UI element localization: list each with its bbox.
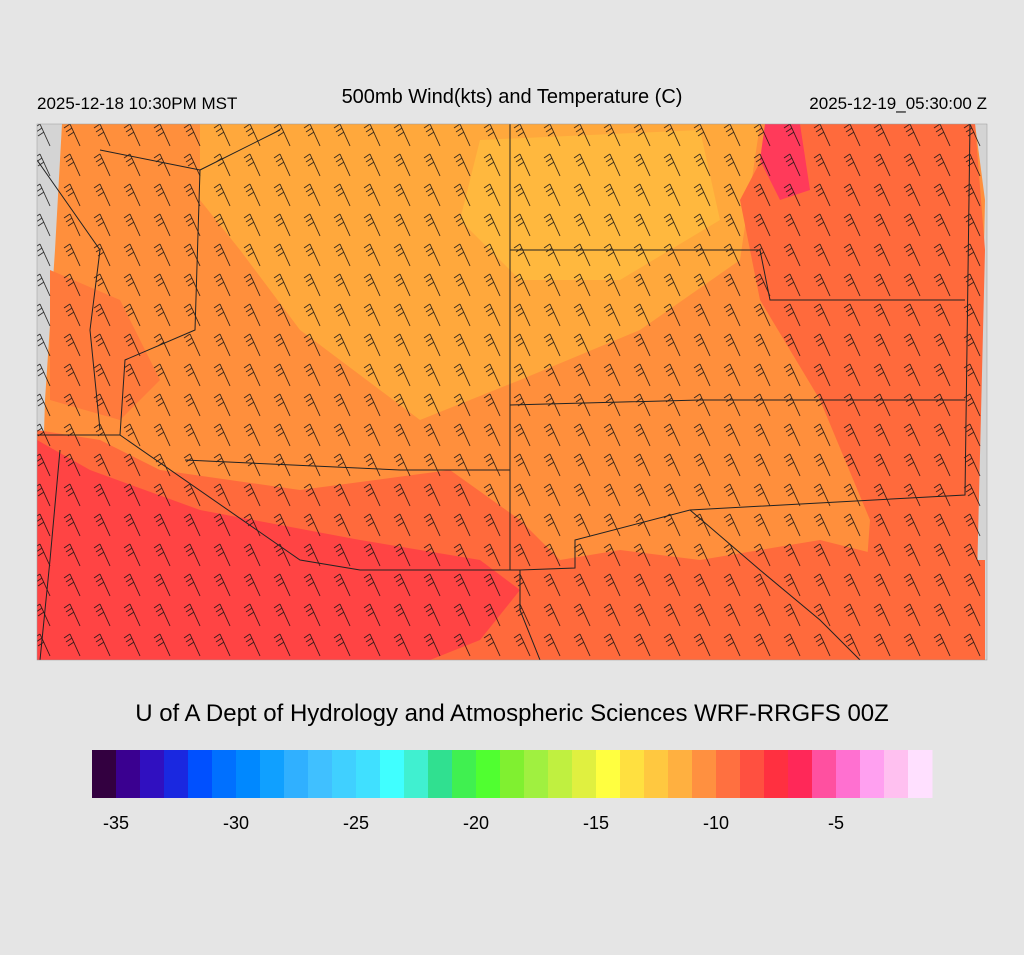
colorbar-box xyxy=(284,750,309,798)
colorbar-box xyxy=(524,750,549,798)
colorbar-box xyxy=(764,750,789,798)
map xyxy=(37,124,987,660)
colorbar-box xyxy=(116,750,141,798)
colorbar-box xyxy=(332,750,357,798)
colorbar-box xyxy=(692,750,717,798)
colorbar-box xyxy=(908,750,933,798)
colorbar-box xyxy=(380,750,405,798)
colorbar-box xyxy=(212,750,237,798)
colorbar-box xyxy=(812,750,837,798)
colorbar-box xyxy=(644,750,669,798)
colorbar-tick-label: -5 xyxy=(828,813,844,833)
colorbar-box xyxy=(308,750,333,798)
colorbar-box xyxy=(452,750,477,798)
colorbar-box xyxy=(668,750,693,798)
colorbar-tick-label: -30 xyxy=(223,813,249,833)
colorbar-box xyxy=(428,750,453,798)
colorbar-box xyxy=(620,750,645,798)
colorbar-box xyxy=(260,750,285,798)
credit: U of A Dept of Hydrology and Atmospheric… xyxy=(135,700,889,727)
colorbar-box xyxy=(236,750,261,798)
colorbar-box xyxy=(404,750,429,798)
colorbar-box xyxy=(596,750,621,798)
colorbar-tick-label: -10 xyxy=(703,813,729,833)
colorbar-box xyxy=(740,750,765,798)
colorbar-box xyxy=(356,750,381,798)
colorbar-box xyxy=(788,750,813,798)
valid-utc: 2025-12-19_05:30:00 Z xyxy=(809,94,987,113)
colorbar-box xyxy=(500,750,525,798)
wind-barbs xyxy=(37,124,987,660)
colorbar-tick-label: -20 xyxy=(463,813,489,833)
boundaries xyxy=(37,124,971,660)
colorbar: -35 -30 -25 -20 -15 -10 -5 xyxy=(92,750,933,833)
colorbar-box xyxy=(548,750,573,798)
colorbar-box xyxy=(164,750,189,798)
colorbar-box xyxy=(836,750,861,798)
map-frame xyxy=(36,123,988,661)
colorbar-tick-label: -35 xyxy=(103,813,129,833)
valid-local: 2025-12-18 10:30PM MST xyxy=(37,94,237,113)
colorbar-tick-label: -15 xyxy=(583,813,609,833)
colorbar-tick-label: -25 xyxy=(343,813,369,833)
colorbar-box xyxy=(476,750,501,798)
colorbar-box xyxy=(188,750,213,798)
colorbar-box xyxy=(860,750,885,798)
colorbar-box xyxy=(572,750,597,798)
colorbar-box xyxy=(140,750,165,798)
map-title: 500mb Wind(kts) and Temperature (C) xyxy=(342,86,683,108)
colorbar-box xyxy=(884,750,909,798)
colorbar-box xyxy=(716,750,741,798)
colorbar-box xyxy=(92,750,117,798)
